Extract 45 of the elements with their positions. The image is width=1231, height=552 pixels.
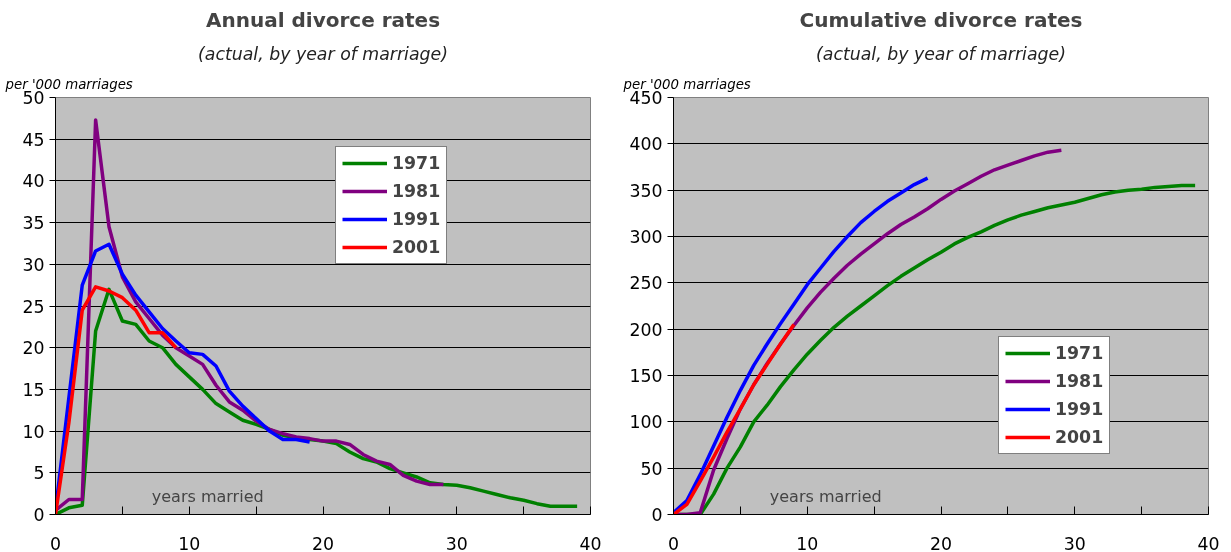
legend-label: 1971: [392, 153, 441, 173]
y-tick-label: 45: [22, 129, 45, 150]
legend-label: 2001: [392, 237, 441, 257]
y-tick-label: 300: [629, 227, 663, 247]
legend-label: 1981: [1055, 371, 1104, 391]
y-tick-label: 25: [22, 296, 45, 317]
x-tick-label: 10: [178, 533, 201, 552]
y-tick-label: 30: [22, 254, 45, 275]
y-tick-label: 350: [629, 180, 663, 201]
y-tick-label: 400: [629, 134, 663, 155]
x-tick-label: 40: [1197, 533, 1220, 552]
y-tick-label: 250: [629, 273, 663, 294]
y-tick-label: 40: [22, 171, 45, 192]
y-tick-label: 100: [629, 412, 663, 433]
legend-label: 1991: [392, 209, 441, 229]
x-tick-label: 10: [796, 533, 819, 552]
x-tick-label: 20: [311, 533, 335, 552]
legend-label: 2001: [1055, 427, 1104, 447]
x-tick-label: 30: [1063, 533, 1086, 552]
y-tick-label: 15: [22, 379, 45, 400]
y-tick-label: 10: [22, 421, 45, 442]
x-axis-title: years married: [769, 487, 882, 507]
y-tick-label: 0: [651, 505, 663, 525]
legend-label: 1991: [1055, 399, 1104, 419]
y-tick-label: 50: [640, 458, 663, 479]
y-tick-label: 5: [33, 463, 45, 484]
y-tick-label: 200: [629, 319, 663, 340]
y-tick-label: 0: [33, 505, 45, 525]
x-tick-label: 40: [579, 533, 602, 552]
x-tick-label: 0: [49, 533, 62, 552]
y-tick-label: 35: [22, 213, 45, 234]
x-tick-label: 30: [445, 533, 468, 552]
line-series: [55, 118, 446, 513]
chart-subtitle: (actual, by year of marriage): [198, 43, 448, 64]
y-tick-label: 20: [22, 338, 45, 359]
line-series: [673, 176, 930, 515]
legend-label: 1981: [392, 181, 441, 201]
y-tick-label: 150: [629, 366, 663, 386]
chart-title: Cumulative divorce rates: [799, 7, 1083, 32]
x-tick-label: 0: [667, 533, 680, 552]
chart-subtitle: (actual, by year of marriage): [816, 43, 1066, 64]
legend-label: 1971: [1055, 343, 1104, 363]
chart-title: Annual divorce rates: [205, 7, 441, 32]
x-axis-title: years married: [151, 487, 264, 507]
x-tick-label: 20: [929, 533, 953, 552]
